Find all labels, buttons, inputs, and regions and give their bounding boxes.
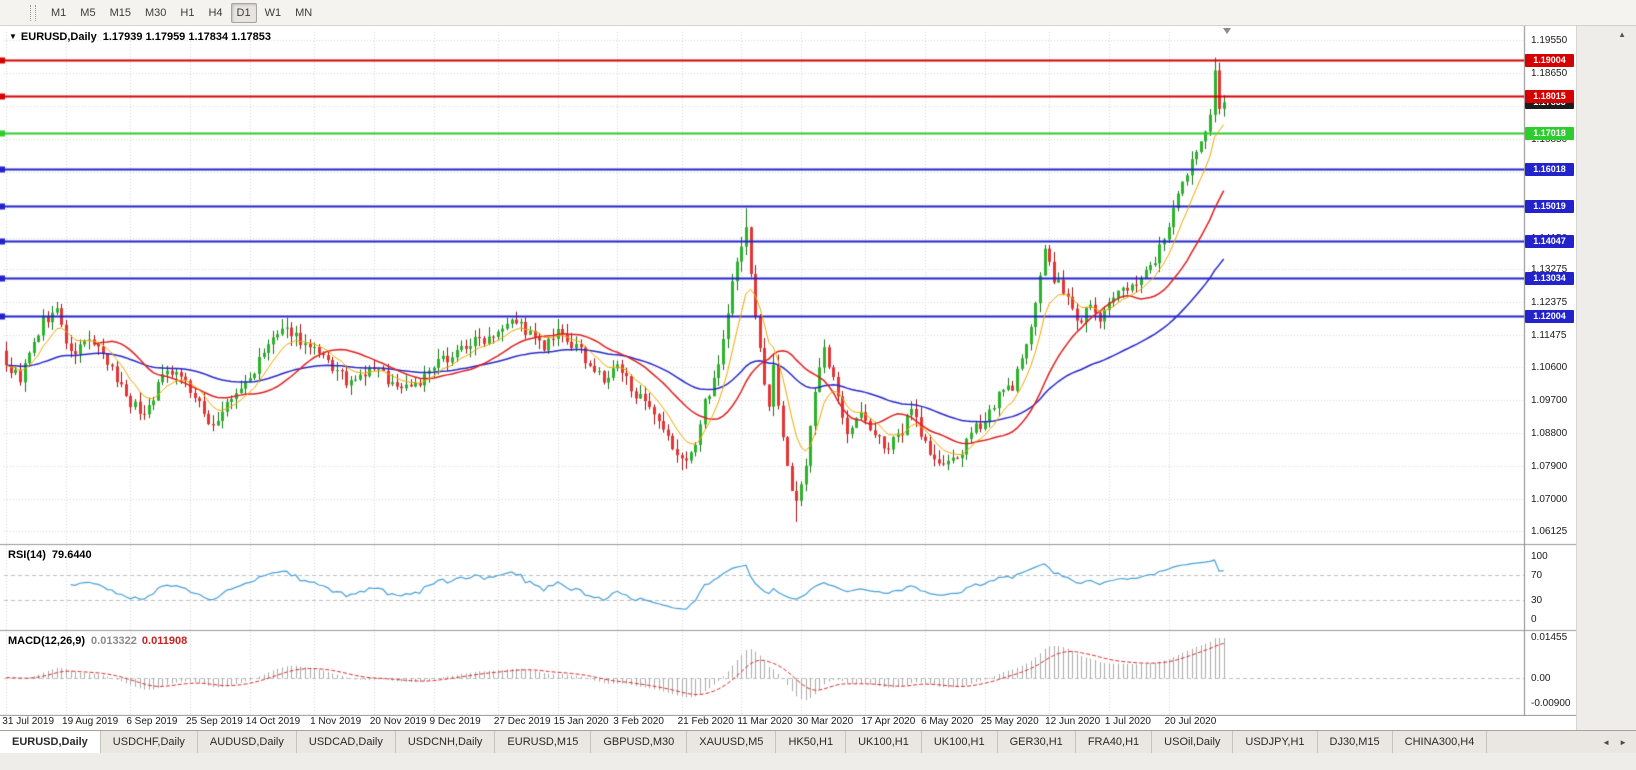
time-axis-label: 6 Sep 2019	[126, 716, 178, 727]
tab-scroll-right-icon[interactable]: ►	[1619, 737, 1627, 747]
time-axis-label: 25 Sep 2019	[186, 716, 243, 727]
chart-title: ▼ EURUSD,Daily 1.17939 1.17959 1.17834 1.1…	[9, 31, 271, 43]
chart-tabs: EURUSD,Daily USDCHF,Daily AUDUSD,Daily USDC…	[0, 731, 1488, 753]
timeframe-button-h4[interactable]: H4	[208, 6, 223, 19]
chart-tab-ger30-h1[interactable]: GER30,H1	[998, 731, 1076, 753]
price-axis-tick: 1.07900	[1531, 460, 1568, 472]
chart-tab-uk100-h1[interactable]: UK100,H1	[846, 731, 922, 753]
time-axis-label: 20 Jul 2020	[1164, 716, 1217, 727]
chart-tab-dj30-m15[interactable]: DJ30,M15	[1318, 731, 1393, 753]
macd-axis-tick: 0.01455	[1531, 632, 1568, 644]
time-axis-label: 30 Mar 2020	[797, 716, 854, 727]
rsi-axis-tick: 70	[1531, 569, 1543, 581]
price-line-label: 1.14047	[1525, 235, 1574, 249]
timeframe-buttons: M1 M5 M15 M30 H1 H4 D1 W1 MN	[44, 2, 319, 23]
rsi-name: RSI(14)	[8, 549, 46, 561]
tab-scroll-nav: ◄ ►	[1593, 731, 1636, 753]
price-line-label: 1.16018	[1525, 163, 1574, 177]
macd-indicator-label: MACD(12,26,9) 0.013322 0.011908	[8, 635, 187, 647]
time-axis-label: 19 Aug 2019	[62, 716, 119, 727]
scroll-up-icon[interactable]: ▲	[1618, 30, 1626, 39]
chart-tab-china300-h4[interactable]: CHINA300,H4	[1393, 731, 1488, 753]
tab-scroll-left-icon[interactable]: ◄	[1602, 737, 1611, 747]
price-axis-tick: 1.07000	[1531, 493, 1568, 505]
status-bar-area	[0, 753, 1636, 770]
chart-tab-usdcad-daily[interactable]: USDCAD,Daily	[297, 731, 396, 753]
price-axis-tick: 1.19550	[1531, 35, 1568, 47]
timeframe-button-w1[interactable]: W1	[264, 6, 282, 19]
rsi-axis-tick: 30	[1531, 595, 1543, 607]
macd-axis-tick: 0.00	[1531, 672, 1551, 684]
price-axis-tick: 1.09700	[1531, 395, 1568, 406]
time-axis-label: 3 Feb 2020	[613, 716, 664, 727]
macd-main-value: 0.013322	[91, 635, 137, 647]
chart-tab-gbpusd-m30[interactable]: GBPUSD,M30	[591, 731, 688, 753]
macd-axis-tick: -0.00900	[1531, 697, 1571, 709]
chart-shift-marker[interactable]	[1223, 28, 1231, 34]
chart-tab-xauusd-m5[interactable]: XAUUSD,M5	[687, 731, 777, 753]
time-axis-label: 20 Nov 2019	[369, 716, 427, 727]
chart-tab-usoil-daily[interactable]: USOil,Daily	[1152, 731, 1234, 753]
price-axis-tick: 1.08800	[1531, 427, 1568, 439]
time-axis-label: 25 May 2020	[980, 716, 1039, 727]
timeframe-button-m1[interactable]: M1	[51, 6, 67, 19]
price-line-label: 1.13034	[1525, 272, 1574, 286]
rsi-indicator-label: RSI(14) 79.6440	[8, 549, 92, 561]
chart-tab-usdcnh-daily[interactable]: USDCNH,Daily	[396, 731, 496, 753]
price-line-label: 1.18015	[1525, 90, 1574, 104]
chart-tab-hk50-h1[interactable]: HK50,H1	[776, 731, 847, 753]
price-axis-tick: 1.10600	[1531, 362, 1568, 374]
chart-tab-eurusd-daily[interactable]: EURUSD,Daily	[0, 731, 101, 753]
timeframe-button-h1[interactable]: H1	[180, 6, 195, 19]
chart-ohlc-values: 1.17939 1.17959 1.17834 1.17853	[102, 31, 271, 43]
collapse-subwindow-icon[interactable]: ▼	[9, 32, 17, 41]
chart-tab-usdjpy-h1[interactable]: USDJPY,H1	[1233, 731, 1318, 753]
price-line-label: 1.19004	[1525, 54, 1574, 68]
price-axis-tick: 1.12375	[1531, 297, 1568, 309]
timeframe-button-d1[interactable]: D1	[230, 2, 257, 23]
price-axis-tick: 1.13275	[1531, 264, 1568, 276]
timeframe-toolbar: M1 M5 M15 M30 H1 H4 D1 W1 MN	[0, 0, 1636, 26]
time-axis[interactable]: 31 Jul 2019 19 Aug 2019 6 Sep 2019 25 Sep 2…	[0, 716, 1576, 730]
rsi-axis-tick: 0	[1531, 614, 1537, 625]
time-axis-label: 27 Dec 2019	[493, 716, 551, 727]
time-axis-label: 14 Oct 2019	[245, 716, 301, 727]
timeframe-button-m15[interactable]: M15	[109, 6, 131, 19]
chart-tab-uk100-h1[interactable]: UK100,H1	[922, 731, 998, 753]
macd-signal-value: 0.011908	[141, 635, 188, 647]
timeframe-button-m30[interactable]: M30	[144, 6, 167, 19]
chart-tab-audusd-daily[interactable]: AUDUSD,Daily	[198, 731, 297, 753]
price-scale[interactable]: 1.195501.186501.177501.168501.159501.150…	[1524, 26, 1576, 716]
rsi-value: 79.6440	[51, 549, 92, 561]
time-axis-label: 6 May 2020	[921, 716, 974, 727]
time-axis-label: 21 Feb 2020	[677, 716, 734, 727]
time-axis-label: 11 Mar 2020	[737, 716, 793, 727]
price-line-label: 1.17018	[1525, 126, 1574, 140]
time-axis-label: 1 Jul 2020	[1104, 716, 1151, 727]
time-axis-label: 1 Nov 2019	[310, 716, 362, 727]
chart-tab-usdchf-daily[interactable]: USDCHF,Daily	[101, 731, 198, 753]
price-axis-tick: 1.11475	[1531, 330, 1567, 342]
time-axis-label: 31 Jul 2019	[2, 716, 55, 727]
chart-symbol-label: EURUSD,Daily	[20, 31, 97, 43]
timeframe-button-m5[interactable]: M5	[80, 6, 96, 19]
time-axis-label: 17 Apr 2020	[861, 716, 916, 727]
chart-tab-eurusd-m15[interactable]: EURUSD,M15	[495, 731, 592, 753]
time-axis-label: 15 Jan 2020	[553, 716, 609, 727]
price-axis-tick: 1.06125	[1531, 525, 1568, 537]
price-line-label: 1.12004	[1525, 309, 1574, 323]
chart-tab-bar: EURUSD,Daily USDCHF,Daily AUDUSD,Daily USDC…	[0, 730, 1636, 753]
chart-tab-fra40-h1[interactable]: FRA40,H1	[1076, 731, 1153, 753]
rsi-axis-tick: 100	[1531, 551, 1548, 562]
right-gutter: ▲	[1576, 26, 1636, 730]
price-chart-canvas[interactable]	[0, 26, 1576, 716]
time-axis-label: 12 Jun 2020	[1045, 716, 1101, 727]
price-axis-tick: 1.18650	[1531, 68, 1568, 80]
toolbar-grip[interactable]	[30, 4, 36, 21]
timeframe-button-mn[interactable]: MN	[295, 6, 313, 19]
time-axis-label: 9 Dec 2019	[429, 716, 481, 727]
price-line-label: 1.15019	[1525, 199, 1574, 213]
macd-name: MACD(12,26,9)	[8, 635, 86, 647]
